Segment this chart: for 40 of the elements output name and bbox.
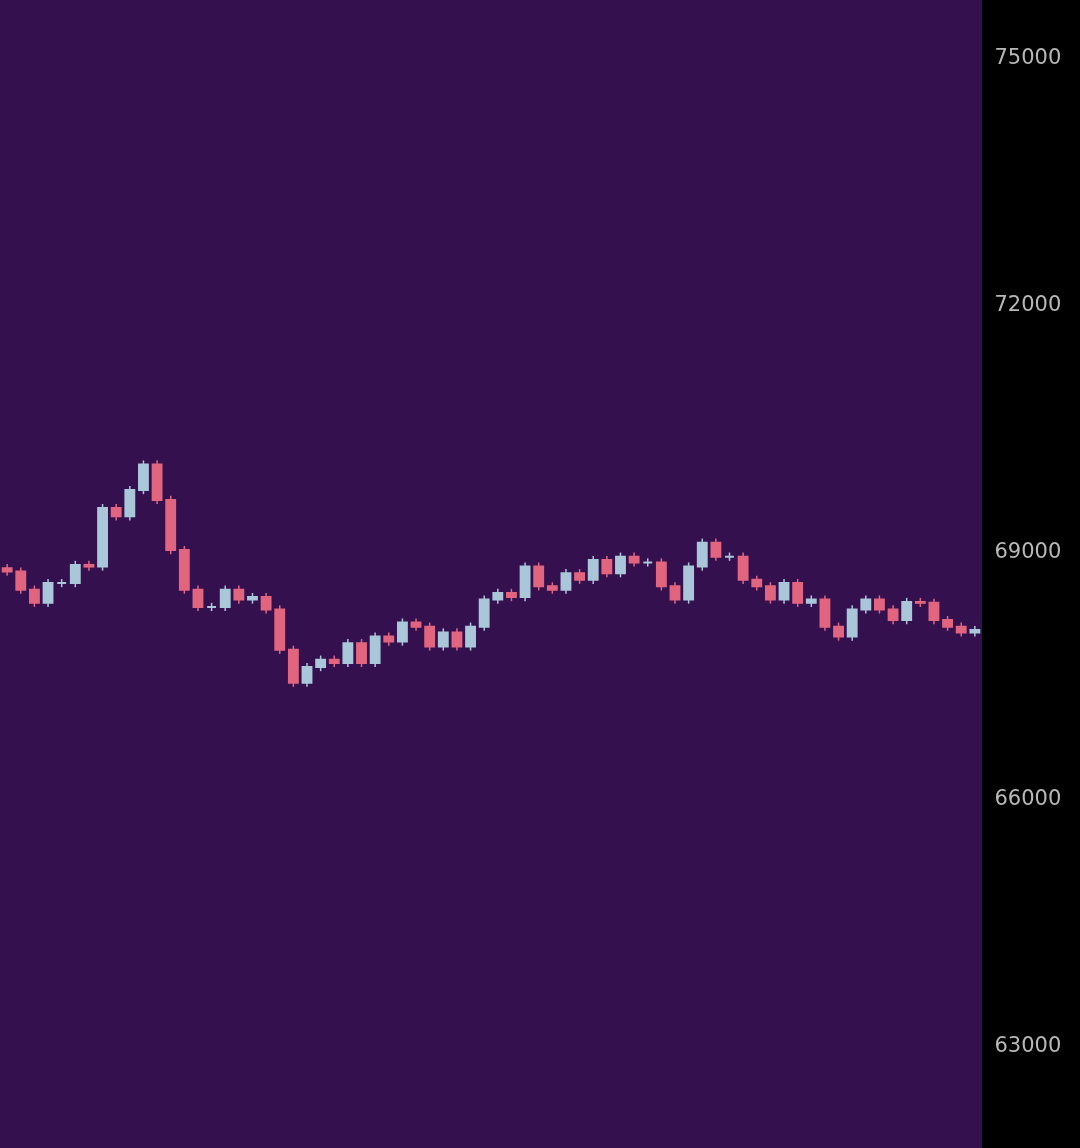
y-tick-label: 66000 bbox=[994, 786, 1062, 811]
candlestick bbox=[792, 578, 804, 608]
candlestick bbox=[737, 551, 749, 585]
candlestick bbox=[465, 621, 476, 652]
candlestick bbox=[874, 594, 885, 615]
candlestick bbox=[192, 584, 204, 612]
candlestick bbox=[560, 568, 572, 595]
candlestick bbox=[260, 592, 272, 615]
candlestick bbox=[396, 617, 408, 647]
candlestick bbox=[301, 662, 313, 688]
candlestick bbox=[601, 555, 613, 579]
candlestick bbox=[28, 584, 40, 608]
candlestick bbox=[451, 627, 463, 652]
candlestick bbox=[587, 555, 599, 585]
candlestick bbox=[887, 604, 899, 625]
candlestick bbox=[778, 578, 790, 605]
candlestick bbox=[219, 584, 231, 612]
candlestick bbox=[437, 627, 449, 652]
candlestick bbox=[615, 551, 626, 579]
y-tick-label: 75000 bbox=[994, 45, 1062, 70]
candlestick bbox=[764, 581, 776, 605]
candlestick bbox=[669, 581, 681, 605]
candlestick bbox=[655, 557, 667, 592]
candlestick bbox=[696, 537, 708, 572]
y-tick-label: 69000 bbox=[994, 539, 1062, 564]
candlestick bbox=[710, 537, 722, 562]
y-tick-label: 63000 bbox=[994, 1033, 1062, 1058]
candlestick bbox=[833, 621, 844, 642]
candlestick bbox=[533, 561, 545, 592]
candlestick bbox=[233, 584, 245, 605]
candlestick bbox=[901, 597, 913, 625]
y-tick-label: 72000 bbox=[994, 292, 1062, 317]
candlestick bbox=[69, 560, 81, 588]
candlestick bbox=[15, 566, 27, 595]
candlestick bbox=[356, 638, 367, 668]
candlestick bbox=[928, 597, 940, 625]
candlestick bbox=[424, 621, 436, 652]
candlestick bbox=[860, 594, 872, 615]
candlestick bbox=[342, 638, 354, 668]
candlestick bbox=[42, 578, 54, 608]
